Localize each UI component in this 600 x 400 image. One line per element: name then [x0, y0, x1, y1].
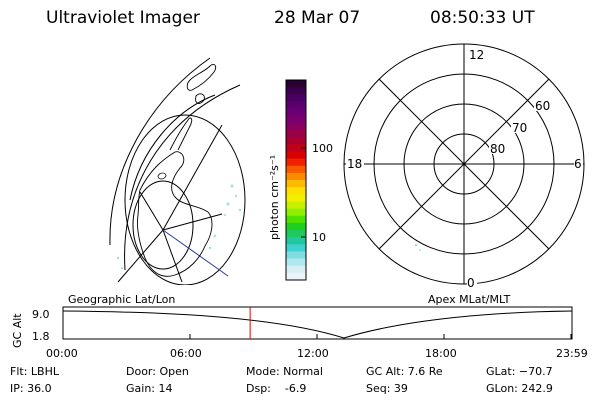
mode-info: Mode: Normal	[246, 365, 323, 378]
mlt-label-6: 6	[574, 157, 582, 171]
glon-info: GLon: 242.9	[486, 382, 553, 395]
polar-diagonal	[378, 78, 550, 250]
colorbar-cell	[286, 80, 306, 88]
altitude-ylabel: GC Alt	[11, 313, 24, 348]
altitude-xticks	[62, 334, 572, 339]
geographic-map	[109, 57, 246, 285]
colorbar-cell	[286, 194, 306, 202]
south-america-coastline	[186, 63, 217, 91]
colorbar-cell	[286, 165, 306, 174]
dsp-info: Dsp: -6.9	[246, 382, 307, 395]
geo-meridian	[117, 229, 164, 283]
filter-info: Flt: LBHL	[10, 365, 59, 378]
colorbar-tick-10: 10	[312, 231, 326, 244]
polar-labels: 12 18 6 0 60 70 80	[346, 48, 583, 290]
gain-info: Gain: 14	[126, 382, 173, 395]
colorbar-gradient	[286, 80, 306, 281]
colorbar-cell	[286, 87, 306, 95]
colorbar-cell	[286, 187, 306, 195]
peninsula-coastline	[169, 117, 193, 151]
mlt-label-0: 0	[467, 276, 475, 290]
colorbar-cell	[286, 122, 306, 131]
emission-speckles	[116, 184, 242, 269]
colorbar-cell	[286, 222, 306, 231]
geo-latitude-line	[124, 84, 241, 271]
colorbar-cell	[286, 230, 306, 238]
xtick-label: 12:00	[297, 347, 329, 360]
island-coastline	[195, 93, 205, 104]
colorbar-cell	[286, 272, 306, 281]
door-info: Door: Open	[126, 365, 189, 378]
xtick-label: 06:00	[170, 347, 202, 360]
geo-meridian	[139, 191, 164, 231]
geo-caption: Geographic Lat/Lon	[68, 293, 175, 306]
polar-caption: Apex MLat/MLT	[428, 293, 511, 306]
mlt-label-12: 12	[469, 48, 484, 62]
colorbar-cell	[286, 108, 306, 117]
ip-info: IP: 36.0	[10, 382, 52, 395]
time-label: 08:50:33 UT	[430, 8, 535, 28]
date-label: 28 Mar 07	[274, 8, 361, 28]
colorbar-cell	[286, 137, 306, 145]
geo-latitude-line	[129, 94, 216, 201]
altitude-ytick-top: 9.0	[32, 308, 50, 321]
xtick-label: 23:59	[556, 347, 588, 360]
glat-info: GLat: −70.7	[486, 365, 553, 378]
colorbar-cell	[286, 151, 306, 160]
colorbar-cell	[286, 144, 306, 152]
island-coastline	[157, 172, 167, 180]
geo-meridian	[162, 213, 223, 231]
colorbar-label: photon cm⁻²s⁻¹	[268, 155, 281, 240]
colorbar-cell	[286, 172, 306, 181]
terminator-line	[162, 229, 229, 277]
altitude-ytick-bottom: 1.8	[32, 330, 50, 343]
seq-info: Seq: 39	[366, 382, 408, 395]
colorbar-cell	[286, 244, 306, 252]
colorbar-cell	[286, 215, 306, 224]
instrument-title: Ultraviolet Imager	[46, 8, 200, 28]
geo-latitude-line	[109, 57, 211, 246]
colorbar-cell	[286, 180, 306, 188]
xtick-label: 00:00	[46, 347, 78, 360]
altitude-plot: GC Alt 9.0 1.8 00:00 06:00 12:00 18:00 2…	[11, 306, 588, 360]
geo-meridian	[162, 229, 183, 283]
antarctica-coastline	[137, 151, 213, 277]
mlt-label-18: 18	[347, 157, 362, 171]
geo-meridian	[162, 124, 223, 231]
colorbar: 100 10 photon cm⁻²s⁻¹	[268, 79, 333, 281]
colorbar-cell	[286, 251, 306, 260]
colorbar-cell	[286, 101, 306, 110]
gc-alt-info: GC Alt: 7.6 Re	[366, 365, 443, 378]
mlat-label-80: 80	[490, 142, 505, 156]
colorbar-frame	[285, 79, 307, 281]
colorbar-cell	[286, 201, 306, 210]
colorbar-cell	[286, 130, 306, 138]
colorbar-tick-100: 100	[312, 142, 333, 155]
altitude-xtick-labels: 00:00 06:00 12:00 18:00 23:59	[46, 347, 588, 360]
colorbar-cell	[286, 208, 306, 217]
geo-latitude-circle	[132, 180, 194, 270]
mlat-label-70: 70	[512, 121, 527, 135]
colorbar-cell	[286, 265, 306, 274]
geo-latitude-circle	[124, 114, 246, 285]
colorbar-cell	[286, 115, 306, 124]
colorbar-cell	[286, 258, 306, 267]
xtick-label: 18:00	[425, 347, 457, 360]
polar-plot	[343, 43, 585, 285]
polar-speckles	[414, 243, 421, 251]
mlat-label-60: 60	[535, 99, 550, 113]
colorbar-cell	[286, 158, 306, 167]
altitude-curve	[62, 310, 573, 339]
colorbar-cell	[286, 94, 306, 102]
colorbar-cell	[286, 237, 306, 245]
